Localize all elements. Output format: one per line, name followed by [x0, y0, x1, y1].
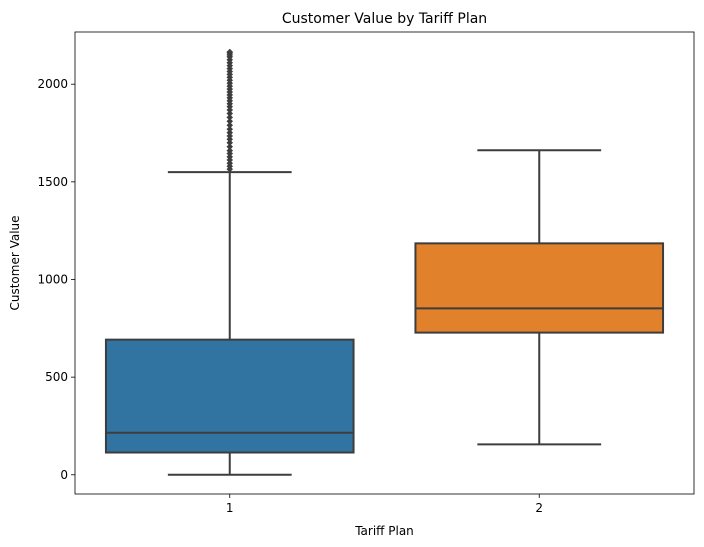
y-tick-label: 1000 — [37, 272, 68, 286]
outlier-point — [226, 129, 234, 136]
y-tick-label: 500 — [45, 370, 68, 384]
x-tick-label: 1 — [226, 501, 234, 515]
box-group-1 — [104, 48, 355, 476]
outlier-point — [226, 121, 234, 129]
y-axis-label: Customer Value — [8, 215, 22, 310]
outlier-point — [226, 110, 234, 117]
plot-frame — [74, 31, 695, 495]
box-1 — [104, 338, 355, 454]
y-tick-label: 2000 — [37, 77, 68, 91]
x-tick-label: 2 — [535, 501, 543, 515]
box-group-2 — [414, 149, 665, 446]
outlier-point — [226, 143, 234, 151]
outlier-point — [226, 48, 234, 56]
y-axis: 0 500 1000 1500 2000 — [37, 77, 75, 482]
outlier-point — [226, 114, 234, 121]
outlier-point — [226, 147, 234, 154]
box-2 — [414, 242, 665, 334]
x-axis-label: Tariff Plan — [354, 524, 414, 538]
outlier-point — [226, 139, 234, 147]
outlier-point — [226, 117, 234, 125]
plot-area — [104, 48, 665, 476]
y-tick-label: 1500 — [37, 175, 68, 189]
outlier-point — [226, 125, 234, 133]
chart-title: Customer Value by Tariff Plan — [282, 11, 487, 27]
y-tick-label: 0 — [60, 468, 68, 482]
